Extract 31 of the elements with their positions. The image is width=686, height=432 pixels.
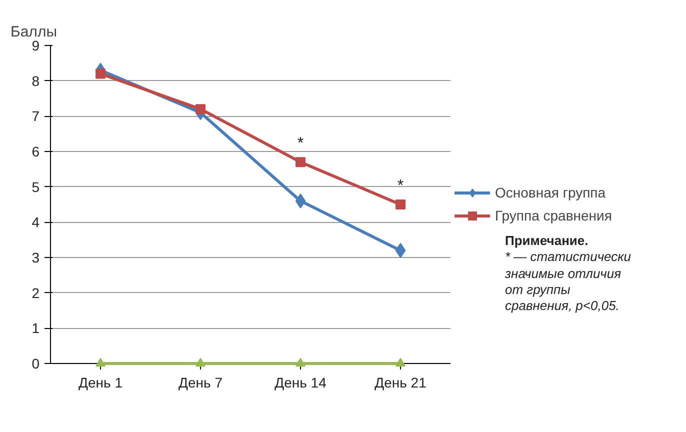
point	[96, 358, 106, 367]
legend-label: Группа сравнения	[495, 208, 612, 224]
x-tick-label: День 1	[78, 374, 123, 390]
y-tick-label: 3	[32, 250, 40, 266]
y-tick-label: 8	[32, 72, 40, 89]
point	[396, 200, 406, 210]
point	[296, 157, 306, 168]
point	[395, 242, 406, 258]
point	[396, 358, 406, 367]
y-tick-label: 4	[32, 214, 40, 230]
y-tick-label: 9	[32, 38, 40, 54]
annotation: *	[297, 135, 304, 152]
y-tick-label: 2	[32, 284, 40, 301]
y-tick-label: 1	[32, 320, 40, 336]
y-tick-label: 5	[32, 178, 40, 195]
point	[295, 193, 306, 208]
point	[196, 358, 206, 367]
text: * — статистически значимые отличия от группы сравнения, p<0,05.	[505, 249, 631, 314]
text: Примечание.	[505, 233, 590, 250]
point	[96, 68, 106, 79]
y-tick-label: 6	[32, 144, 40, 160]
x-tick-label: День 7	[178, 374, 223, 390]
x-tick-label: День 21	[374, 374, 427, 390]
legend-label: Основная группа	[495, 184, 606, 200]
y-axis-title: Баллы	[10, 24, 57, 40]
x-tick-label: День 14	[274, 374, 327, 390]
annotation: *	[397, 178, 404, 194]
point	[296, 358, 306, 367]
y-tick-label: 7	[32, 108, 40, 124]
y-tick-label: 0	[32, 356, 40, 372]
point	[196, 104, 206, 114]
